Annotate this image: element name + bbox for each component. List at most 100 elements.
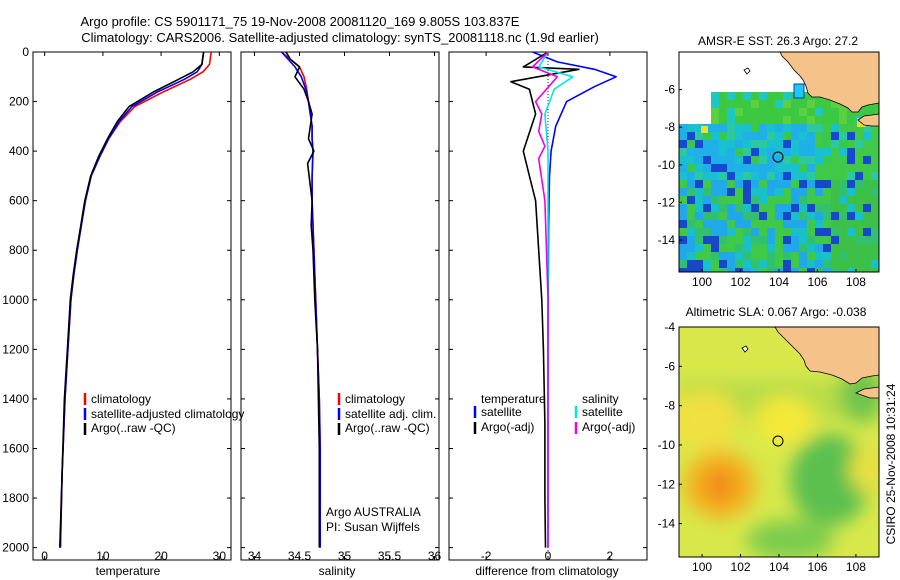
sst-pixel [679,228,687,236]
java-land [854,386,879,399]
salinity-axes: 34 34.5 35 35.5 36 [241,51,441,563]
salinity-panel-frame [240,51,440,561]
sst-pixel [847,236,855,244]
sst-pixel [839,268,847,272]
sst-pixel [815,180,823,188]
sst-pixel [815,156,823,164]
sst-pixel [727,244,735,252]
depth-tick-label: 1800 [2,491,29,505]
salinity-xtick-label: 35 [338,549,352,563]
sst-pixel [767,92,775,100]
sst-pixel [863,260,871,268]
sst-pixel [847,108,855,116]
sst-pixel [759,244,767,252]
sst-pixel [743,116,751,124]
sst-lat-label: -6 [664,83,675,97]
salinity-xtick-label: 35.5 [378,549,402,563]
sst-pixel [767,124,775,132]
sst-pixel [791,100,799,108]
sst-pixel [727,116,735,124]
sst-pixel [831,188,839,196]
sst-pixel [807,164,815,172]
sst-pixel [855,260,863,268]
sst-pixel [759,132,767,140]
sst-lon-label: 104 [769,275,789,289]
sst-pixel [799,156,807,164]
sst-pixel [767,164,775,172]
sla-lat-label: -8 [664,399,675,413]
sst-pixel [719,92,727,100]
sst-pixel [855,148,863,156]
sst-pixel [687,260,695,268]
depth-tick-label: 1600 [2,441,29,455]
sst-pixel [679,252,687,260]
sst-pixel [807,172,815,180]
sst-pixel [687,188,695,196]
sst-pixel [687,196,695,204]
sst-pixel [823,188,831,196]
sst-pixel [831,212,839,220]
sst-pixel [743,148,751,156]
sst-pixel [767,172,775,180]
sst-pixel [871,228,879,236]
sst-pixel [823,108,831,116]
sst-pixel [783,180,791,188]
sst-pixel [759,116,767,124]
sst-pixel [711,204,719,212]
sst-pixel [799,100,807,108]
sst-pixel [775,172,783,180]
sla-lon-label: 100 [692,560,712,574]
sst-pixel [871,236,879,244]
sst-pixel [775,252,783,260]
sst-pixel [735,156,743,164]
sst-pixel [767,140,775,148]
sst-pixel [847,204,855,212]
depth-tick-label: 600 [9,194,29,208]
sst-pixel [823,260,831,268]
sst-pixel [839,228,847,236]
sst-pixel [751,116,759,124]
sst-pixel [855,220,863,228]
sst-pixel [727,204,735,212]
sst-pixel [823,124,831,132]
sst-pixel [863,196,871,204]
sst-pixel [799,204,807,212]
sst-pixel [807,156,815,164]
sst-pixel [703,252,711,260]
legend-group-salinity: salinity [582,392,619,406]
sst-pixel [735,268,743,272]
sst-pixel [759,252,767,260]
sst-pixel [727,188,735,196]
sst-pixel [815,236,823,244]
sst-map-title: AMSR-E SST: 26.3 Argo: 27.2 [698,34,858,48]
sst-pixel [711,140,719,148]
sst-pixel [863,108,871,116]
sst-pixel [767,100,775,108]
sst-pixel [727,220,735,228]
sst-pixel [767,188,775,196]
legend-label-temp-argo: Argo(-adj) [481,420,534,434]
sst-pixel [791,196,799,204]
sst-pixel [799,268,807,272]
sst-pixel [839,148,847,156]
sst-pixel [735,188,743,196]
sst-pixel [783,92,791,100]
sst-pixel [711,124,719,132]
sst-pixel [855,204,863,212]
sst-pixel [847,196,855,204]
sst-pixel [855,108,863,116]
sst-pixel [839,220,847,228]
sst-pixel [855,156,863,164]
sst-pixel [735,236,743,244]
sst-pixel [799,212,807,220]
sst-pixel [751,252,759,260]
sst-pixel [751,132,759,140]
sst-pixel [791,148,799,156]
sst-pixel [775,116,783,124]
sst-pixel [831,244,839,252]
sst-pixel [807,252,815,260]
sst-pixel [743,220,751,228]
sst-pixel [783,116,791,124]
sst-pixel [695,204,703,212]
sst-pixel [711,148,719,156]
